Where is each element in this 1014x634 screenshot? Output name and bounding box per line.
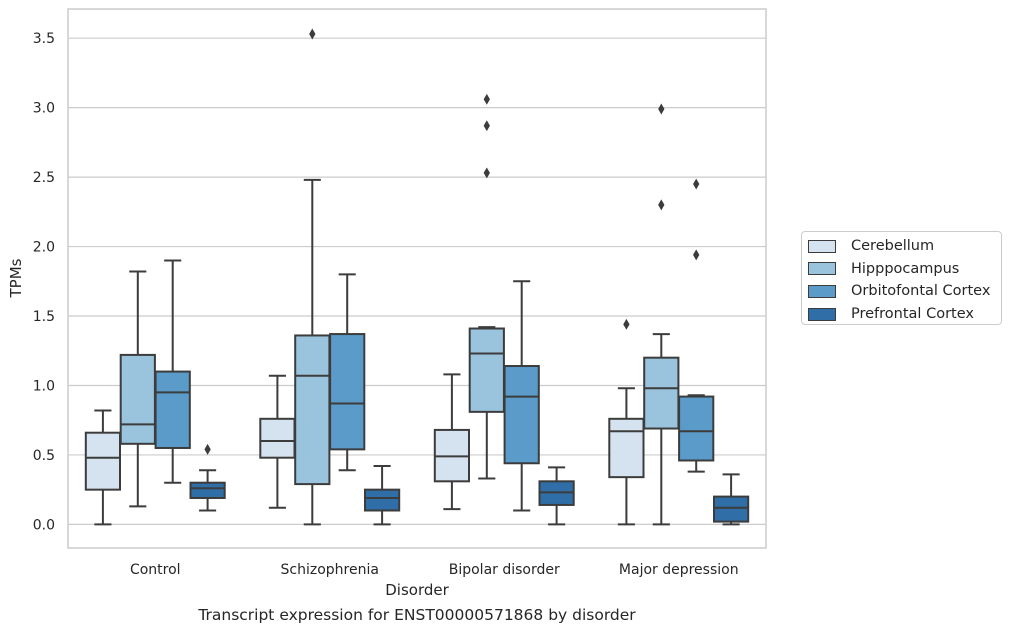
box-iqr [154,370,191,449]
outlier-point [483,93,490,105]
box-iqr [712,495,750,523]
figure-caption: Transcript expression for ENST0000057186… [198,606,636,624]
legend: Cerebellum Hipppocampus Orbitofontal Cor… [801,231,1002,325]
box-0-1 [259,374,296,509]
box-iqr [84,431,122,491]
box-2-1 [329,273,366,472]
x-tick-label: Control [130,562,181,578]
box-iqr [329,333,366,451]
legend-swatch-hippocampus [808,262,836,276]
box-2-0 [154,259,191,484]
plot-area-frame [67,8,767,549]
legend-label: Orbitofontal Cortex [851,283,991,300]
box-iqr [503,365,540,465]
box-1-2 [468,93,505,480]
legend-label: Hipppocampus [851,260,960,277]
outlier-point [309,28,316,40]
box-0-3 [608,318,645,526]
box-iqr [468,327,505,413]
x-tick-label: Bipolar disorder [449,562,560,578]
box-iqr [363,488,401,512]
outlier-point [483,120,490,132]
box-0-0 [84,409,122,526]
box-series [84,28,750,526]
legend-label: Prefrontal Cortex [851,306,974,323]
box-1-0 [119,270,156,508]
box-0-2 [433,373,471,511]
box-3-0 [189,443,226,512]
y-tick-label: 3.0 [33,101,55,117]
box-2-2 [503,280,540,512]
box-iqr [119,353,156,445]
y-tick-label: 2.5 [33,170,55,186]
y-axis-title: TPMs [7,258,25,298]
box-iqr [189,481,226,499]
box-iqr [678,395,715,462]
legend-swatch-prefrontal [808,307,836,321]
y-tick-label: 0.5 [33,448,55,464]
legend-item: Hipppocampus [808,258,1001,281]
y-tick-label: 2.0 [33,240,55,256]
y-tick-label: 3.5 [33,31,55,47]
box-1-1 [294,28,331,526]
outlier-point [693,249,700,261]
legend-item: Cerebellum [808,235,1001,258]
legend-label: Cerebellum [851,238,935,255]
legend-swatch-orbitofrontal [808,284,836,298]
legend-item: Orbitofontal Cortex [808,280,1001,303]
outlier-point [204,443,211,455]
box-1-3 [643,103,680,526]
box-iqr [294,334,331,486]
box-2-3 [678,178,715,473]
legend-item: Prefrontal Cortex [808,303,1001,326]
outlier-point [483,167,490,179]
outlier-point [693,178,700,190]
legend-swatch-cerebellum [808,239,836,253]
box-iqr [608,417,645,479]
x-tick-labels: Control Schizophrenia Bipolar disorder Majo… [130,562,739,578]
outlier-point [658,103,665,115]
box-iqr [643,356,680,430]
outlier-point [658,199,665,211]
x-axis-title: Disorder [385,581,449,599]
y-tick-labels: 0.0 0.5 1.0 1.5 2.0 2.5 3.0 3.5 [33,31,55,533]
box-3-3 [712,473,750,526]
x-tick-label: Schizophrenia [281,562,379,578]
box-3-2 [538,466,575,526]
y-tick-label: 1.5 [33,309,55,325]
box-3-1 [363,465,401,526]
y-tick-label: 0.0 [33,517,55,533]
outlier-point [623,318,630,330]
y-tick-label: 1.0 [33,378,55,394]
box-iqr [259,417,296,459]
x-tick-label: Major depression [619,562,739,578]
